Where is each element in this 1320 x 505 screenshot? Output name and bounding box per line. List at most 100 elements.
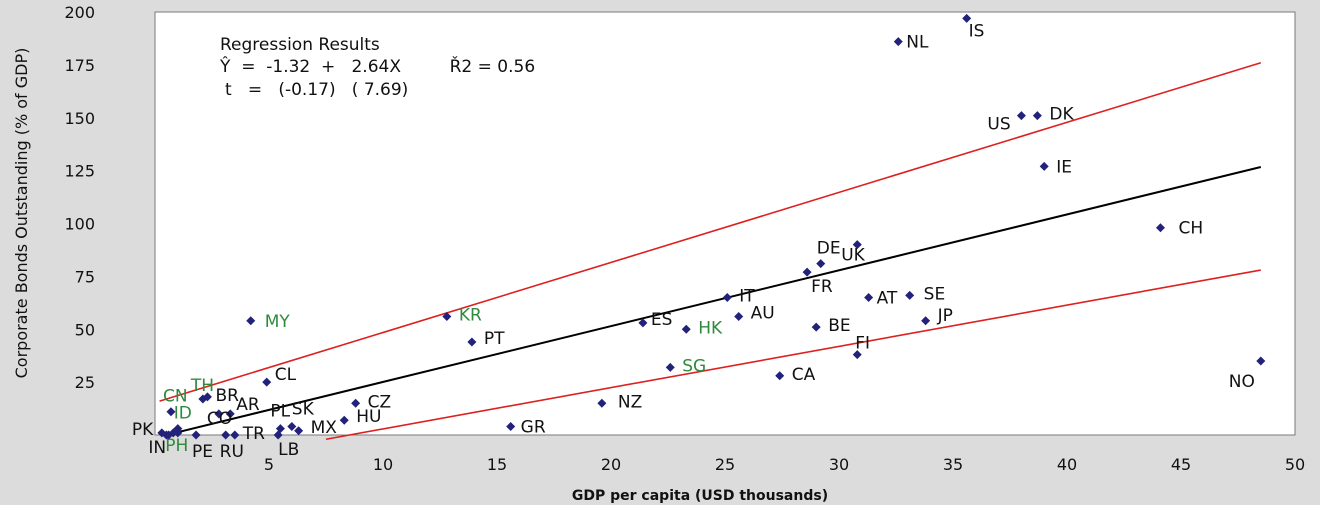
data-point-marker xyxy=(681,324,691,334)
x-tick-label: 15 xyxy=(487,455,507,474)
data-point-label: PE xyxy=(192,442,213,462)
data-point-marker xyxy=(1256,356,1266,366)
data-point-marker xyxy=(166,407,176,417)
x-tick-label: 10 xyxy=(373,455,393,474)
data-point-marker xyxy=(893,37,903,47)
data-point-marker xyxy=(1032,111,1042,121)
x-tick-label: 20 xyxy=(601,455,621,474)
data-point-marker xyxy=(638,318,648,328)
data-point-label: TH xyxy=(190,376,214,396)
y-axis-ticks: 25 50 75 100 125 150 175 200 xyxy=(64,3,95,392)
regression-title: Regression Results xyxy=(220,35,380,55)
data-point-marker xyxy=(294,426,304,436)
data-point-label: IS xyxy=(969,21,985,41)
data-point-label: FR xyxy=(811,277,833,297)
data-point-marker xyxy=(221,430,231,440)
y-tick-label: 125 xyxy=(64,162,95,181)
data-point-label: MY xyxy=(265,312,291,332)
y-tick-label: 25 xyxy=(75,373,95,392)
regression-t-values: t = (-0.17) ( 7.69) xyxy=(225,80,408,100)
data-point-label: SK xyxy=(292,400,315,420)
data-point-marker xyxy=(962,13,972,23)
data-point-label: AU xyxy=(751,304,775,324)
y-tick-label: 75 xyxy=(75,267,95,286)
data-point-marker xyxy=(802,267,812,277)
data-point-label: GR xyxy=(521,418,546,438)
data-point-label: DK xyxy=(1049,105,1074,125)
data-point-label: IE xyxy=(1056,157,1072,177)
data-point-marker xyxy=(351,398,361,408)
data-point-marker xyxy=(262,377,272,387)
data-point-marker xyxy=(164,430,174,440)
data-point-marker xyxy=(442,312,452,322)
y-tick-label: 175 xyxy=(64,56,95,75)
data-point-label: FI xyxy=(855,334,870,354)
data-point-marker xyxy=(214,409,224,419)
data-point-label: UK xyxy=(841,246,865,266)
data-point-marker xyxy=(467,337,477,347)
data-point-label: US xyxy=(987,115,1010,135)
data-point-label: HK xyxy=(698,318,723,338)
y-tick-label: 150 xyxy=(64,109,95,128)
data-point-label: ID xyxy=(174,404,192,424)
data-point-marker xyxy=(597,398,607,408)
y-axis-title: Corporate Bonds Outstanding (% of GDP) xyxy=(12,48,31,379)
x-tick-label: 45 xyxy=(1171,455,1191,474)
data-point-marker xyxy=(230,430,240,440)
data-point-marker xyxy=(273,430,283,440)
data-point-label: IT xyxy=(739,287,755,307)
data-point-label: IN xyxy=(148,438,166,458)
x-tick-label: 35 xyxy=(943,455,963,474)
data-point-label: ES xyxy=(651,310,673,330)
data-point-marker xyxy=(852,240,862,250)
y-tick-label: 200 xyxy=(64,3,95,22)
data-point-label: PK xyxy=(132,420,154,440)
data-point-marker xyxy=(287,422,297,432)
data-point-marker xyxy=(339,415,349,425)
data-point-label: AR xyxy=(236,395,260,415)
data-point-label: JP xyxy=(937,306,953,326)
data-point-marker xyxy=(852,350,862,360)
data-point-label: PL xyxy=(270,402,290,422)
data-point-label: NZ xyxy=(618,392,642,412)
data-point-marker xyxy=(816,259,826,269)
data-point-label: LB xyxy=(278,440,299,460)
data-point-marker xyxy=(1155,223,1165,233)
data-point-marker xyxy=(1039,161,1049,171)
data-point-label: MX xyxy=(311,418,338,438)
x-tick-label: 5 xyxy=(264,455,274,474)
data-point-marker xyxy=(665,362,675,372)
data-point-label: AT xyxy=(877,289,898,309)
data-point-marker xyxy=(722,293,732,303)
regression-lines xyxy=(159,61,1262,441)
data-point-marker xyxy=(191,430,201,440)
data-point-label: CZ xyxy=(368,392,392,412)
x-tick-label: 40 xyxy=(1057,455,1077,474)
data-point-marker xyxy=(1016,111,1026,121)
data-point-label: NO xyxy=(1229,372,1255,392)
data-point-label: CH xyxy=(1178,219,1203,239)
lower-band-line xyxy=(325,269,1261,441)
x-axis-ticks: 5 10 15 20 25 30 35 40 45 50 xyxy=(264,455,1305,474)
data-point-label: HU xyxy=(356,407,381,427)
x-axis-title: GDP per capita (USD thousands) xyxy=(572,488,828,504)
regression-line xyxy=(168,166,1262,436)
data-point-marker xyxy=(157,428,167,438)
data-point-label: CN xyxy=(163,387,188,407)
data-point-label: SE xyxy=(924,284,946,304)
data-point-label: CL xyxy=(275,365,297,385)
data-point-label: PT xyxy=(484,329,505,349)
y-tick-label: 50 xyxy=(75,320,95,339)
data-point-marker xyxy=(775,371,785,381)
data-point-marker xyxy=(921,316,931,326)
data-point-label: BE xyxy=(828,316,850,336)
data-point-label: RU xyxy=(220,442,244,462)
x-tick-label: 25 xyxy=(715,455,735,474)
data-point-label: SG xyxy=(682,356,706,376)
data-point-label: PH xyxy=(165,436,188,456)
upper-band-line xyxy=(159,61,1262,402)
data-point-marker xyxy=(246,316,256,326)
regression-results: Regression Results Ŷ = -1.32 + 2.64X Ř2 … xyxy=(219,35,535,100)
plot-area xyxy=(154,11,1296,436)
